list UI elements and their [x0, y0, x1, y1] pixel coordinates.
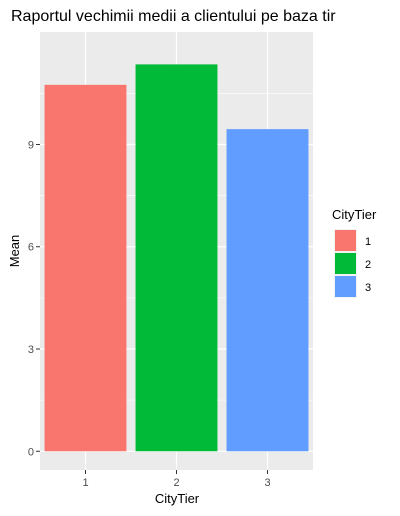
legend-swatch	[335, 276, 356, 297]
x-tick-label: 2	[173, 477, 179, 489]
x-axis-title: CityTier	[155, 491, 200, 506]
legend: CityTier 1 2 3	[332, 207, 377, 298]
chart-title: Raportul vechimii medii a clientului pe …	[11, 8, 336, 25]
legend-swatch	[335, 230, 356, 251]
y-tick-label: 6	[28, 242, 34, 254]
bar	[135, 64, 218, 452]
x-tick-label: 1	[82, 477, 88, 489]
legend-label: 2	[365, 259, 371, 271]
y-axis: 0 3 6 9	[28, 139, 40, 458]
bars	[44, 64, 309, 452]
legend-title: CityTier	[332, 207, 377, 222]
bar	[44, 84, 127, 452]
legend-swatch	[335, 253, 356, 274]
x-axis: 1 2 3	[82, 470, 271, 489]
x-tick-label: 3	[264, 477, 270, 489]
y-axis-title: Mean	[7, 235, 22, 268]
legend-label: 1	[365, 236, 371, 248]
bar	[226, 129, 309, 452]
y-tick-label: 0	[28, 446, 34, 458]
legend-label: 3	[365, 282, 371, 294]
y-tick-label: 9	[28, 139, 34, 151]
y-tick-label: 3	[28, 344, 34, 356]
